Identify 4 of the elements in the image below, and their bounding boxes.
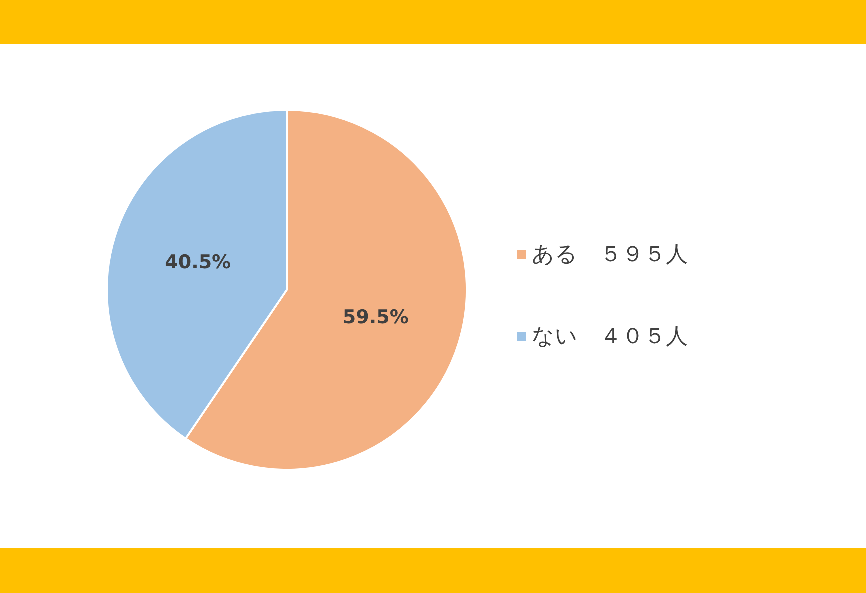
legend-label: ない ４０５人	[532, 324, 688, 350]
data-label: 40.5%	[165, 252, 232, 274]
legend-label: ある ５９５人	[532, 242, 688, 268]
data-label: 59.5%	[342, 306, 409, 328]
